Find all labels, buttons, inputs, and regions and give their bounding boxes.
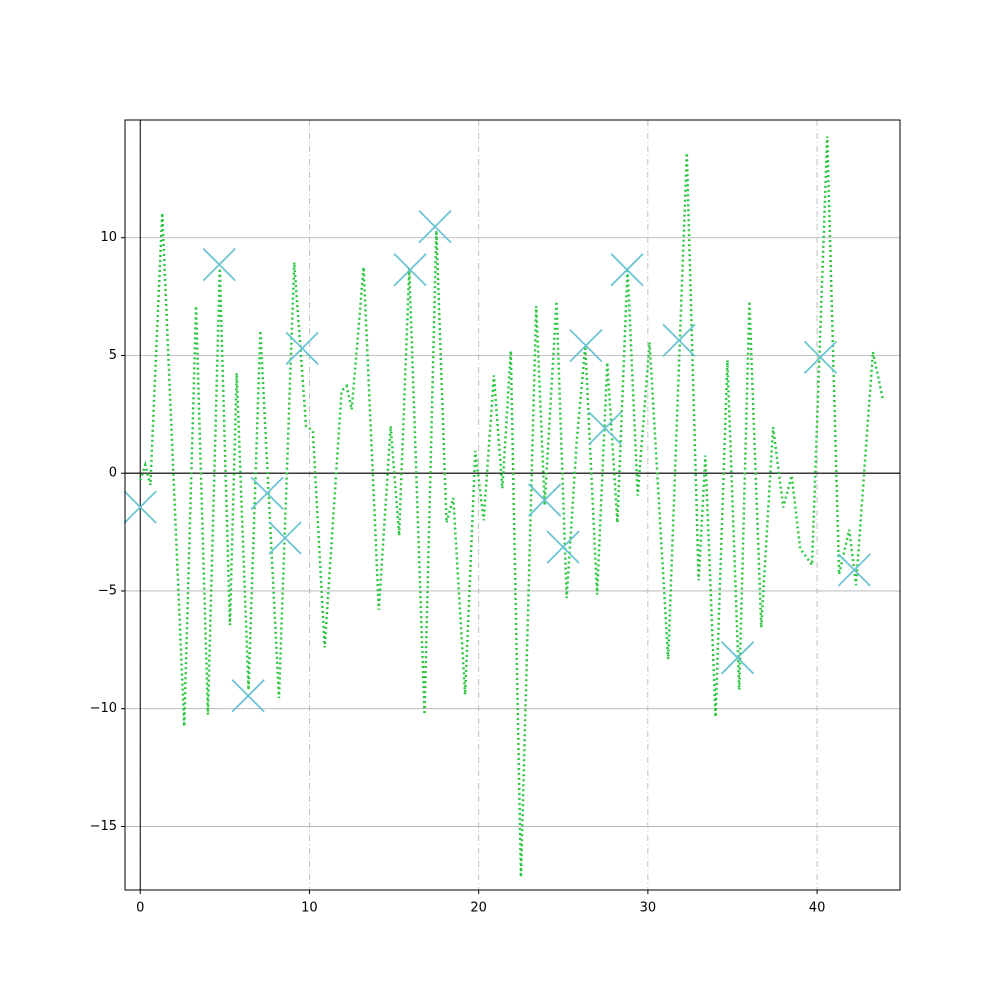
marker-stroke: [720, 641, 755, 675]
x-tick-label: 10: [301, 901, 318, 916]
marker-stroke: [569, 328, 603, 363]
marker-stroke: [285, 331, 319, 366]
scatter-point: [268, 521, 302, 555]
scatter-point: [528, 483, 562, 517]
marker-stroke: [528, 483, 562, 517]
x-tick-label: 20: [470, 901, 487, 916]
plot-frame: [124, 119, 901, 891]
scatter-point: [285, 331, 319, 366]
marker-stroke: [610, 253, 644, 287]
marker-stroke: [803, 340, 838, 374]
scatter-point: [418, 210, 452, 244]
marker-stroke: [837, 553, 871, 587]
scatter-point: [610, 253, 644, 287]
marker-stroke: [546, 530, 580, 564]
marker-stroke: [250, 476, 284, 510]
line-series: [139, 136, 885, 878]
scatter-point: [588, 411, 622, 445]
marker-stroke: [588, 411, 622, 445]
scatter-point: [546, 530, 580, 564]
scatter-point: [250, 476, 284, 510]
x-tick-label: 40: [809, 901, 826, 916]
y-tick-label: −5: [98, 583, 117, 598]
scatter-point: [231, 679, 265, 713]
marker-stroke: [231, 679, 265, 713]
scatter-point: [662, 323, 696, 358]
marker-stroke: [662, 323, 696, 358]
x-tick-label: 0: [136, 901, 144, 916]
scatter-point: [837, 553, 871, 587]
scatter-point: [569, 328, 603, 363]
scatter-point: [202, 247, 236, 282]
y-tick-label: −15: [90, 819, 117, 834]
scatter-point: [803, 340, 838, 374]
y-tick-label: 10: [100, 230, 117, 245]
marker-stroke: [418, 210, 452, 244]
scatter-point: [720, 641, 755, 675]
marker-stroke: [393, 253, 427, 287]
y-tick-label: −10: [90, 701, 117, 716]
scatter-point: [393, 253, 427, 287]
y-tick-label: 5: [109, 348, 117, 363]
marker-stroke: [268, 521, 302, 555]
scatter-point: [123, 490, 157, 524]
x-tick-label: 30: [640, 901, 657, 916]
marker-stroke: [202, 247, 236, 282]
y-tick-label: 0: [109, 466, 117, 481]
marker-stroke: [123, 490, 157, 524]
